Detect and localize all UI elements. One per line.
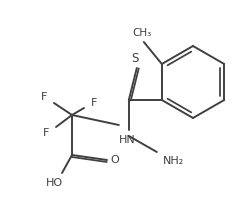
Text: O: O	[111, 155, 119, 165]
Text: HN: HN	[118, 135, 135, 145]
Text: HO: HO	[45, 178, 62, 188]
Text: CH₃: CH₃	[132, 28, 151, 38]
Text: NH₂: NH₂	[163, 156, 184, 166]
Text: F: F	[43, 128, 49, 138]
Text: F: F	[41, 92, 47, 102]
Text: F: F	[91, 98, 97, 108]
Text: S: S	[131, 53, 138, 65]
